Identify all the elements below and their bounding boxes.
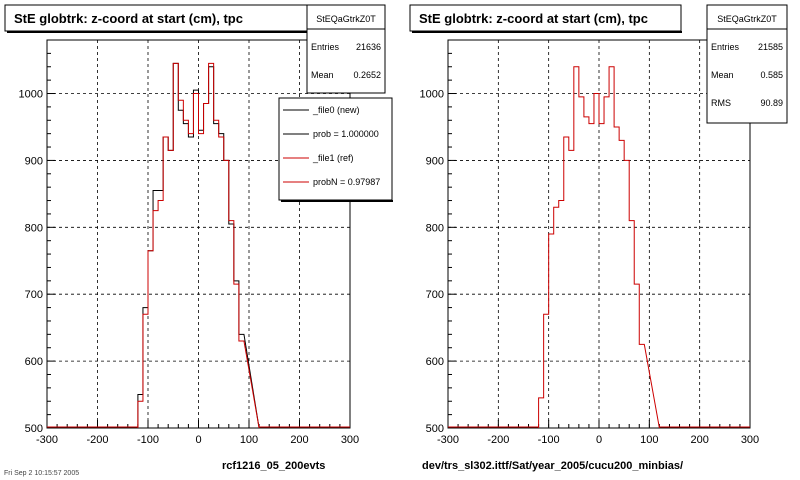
chart-title: StE globtrk: z-coord at start (cm), tpc: [419, 11, 648, 26]
x-tick-label: 300: [341, 434, 359, 446]
legend-label: prob = 1.000000: [313, 129, 379, 139]
stats-value: 90.89: [760, 98, 783, 108]
legend-box: [278, 97, 393, 201]
y-tick-label: 500: [426, 423, 444, 435]
chart-title: StE globtrk: z-coord at start (cm), tpc: [14, 11, 243, 26]
y-tick-label: 800: [426, 222, 444, 234]
x-tick-label: 0: [195, 434, 201, 446]
histogram-series-0: [538, 66, 660, 429]
footer-label: rcf1216_05_200evts: [222, 460, 325, 472]
y-tick-label: 700: [25, 289, 43, 301]
left-histogram-panel: -300 -200 -100 0 100 200 300 500 600 700 800 900 100…: [4, 4, 393, 472]
legend-label: probN = 0.97987: [313, 177, 380, 187]
x-tick-label: 100: [240, 434, 258, 446]
x-tick-label: -300: [36, 434, 58, 446]
stats-label: Mean: [711, 70, 734, 80]
title-box: [4, 4, 311, 32]
x-tick-label: -100: [538, 434, 560, 446]
stats-label: RMS: [711, 98, 731, 108]
x-tick-label: -100: [137, 434, 159, 446]
timestamp-label: Fri Sep 2 10:15:57 2005: [4, 470, 80, 477]
stats-label: Entries: [711, 42, 740, 52]
y-tick-label: 1000: [420, 89, 444, 101]
legend-label: _file1 (ref): [312, 153, 354, 163]
stats-value: 0.2652: [353, 70, 381, 80]
x-tick-label: 100: [640, 434, 658, 446]
histogram-series-1: [137, 62, 260, 429]
x-tick-label: -300: [437, 434, 459, 446]
stats-name: StEQaGtrkZ0T: [316, 14, 376, 24]
stats-box: [706, 4, 788, 124]
right-histogram-panel: -300 -200 -100 0 100 200 300 500 600 700 800 900 100…: [409, 4, 788, 472]
stats-box: [306, 4, 386, 94]
stats-value: 21585: [758, 42, 783, 52]
x-tick-label: -200: [86, 434, 108, 446]
x-tick-label: 200: [690, 434, 708, 446]
x-tick-label: 0: [596, 434, 602, 446]
y-tick-label: 500: [25, 423, 43, 435]
x-tick-label: 200: [290, 434, 308, 446]
stats-label: Mean: [311, 70, 334, 80]
y-tick-label: 700: [426, 289, 444, 301]
title-box: [409, 4, 682, 32]
y-tick-label: 600: [426, 356, 444, 368]
y-tick-label: 800: [25, 222, 43, 234]
stats-value: 21636: [356, 42, 381, 52]
x-tick-label: 300: [741, 434, 759, 446]
y-tick-label: 900: [426, 155, 444, 167]
footer-label: dev/trs_sl302.ittf/Sat/year_2005/cucu200…: [422, 460, 683, 472]
y-tick-label: 1000: [19, 89, 43, 101]
legend-label: _file0 (new): [312, 105, 360, 115]
x-tick-label: -200: [487, 434, 509, 446]
y-tick-label: 600: [25, 356, 43, 368]
stats-name: StEQaGtrkZ0T: [717, 14, 777, 24]
stats-value: 0.585: [760, 70, 783, 80]
y-tick-label: 900: [25, 155, 43, 167]
stats-label: Entries: [311, 42, 340, 52]
